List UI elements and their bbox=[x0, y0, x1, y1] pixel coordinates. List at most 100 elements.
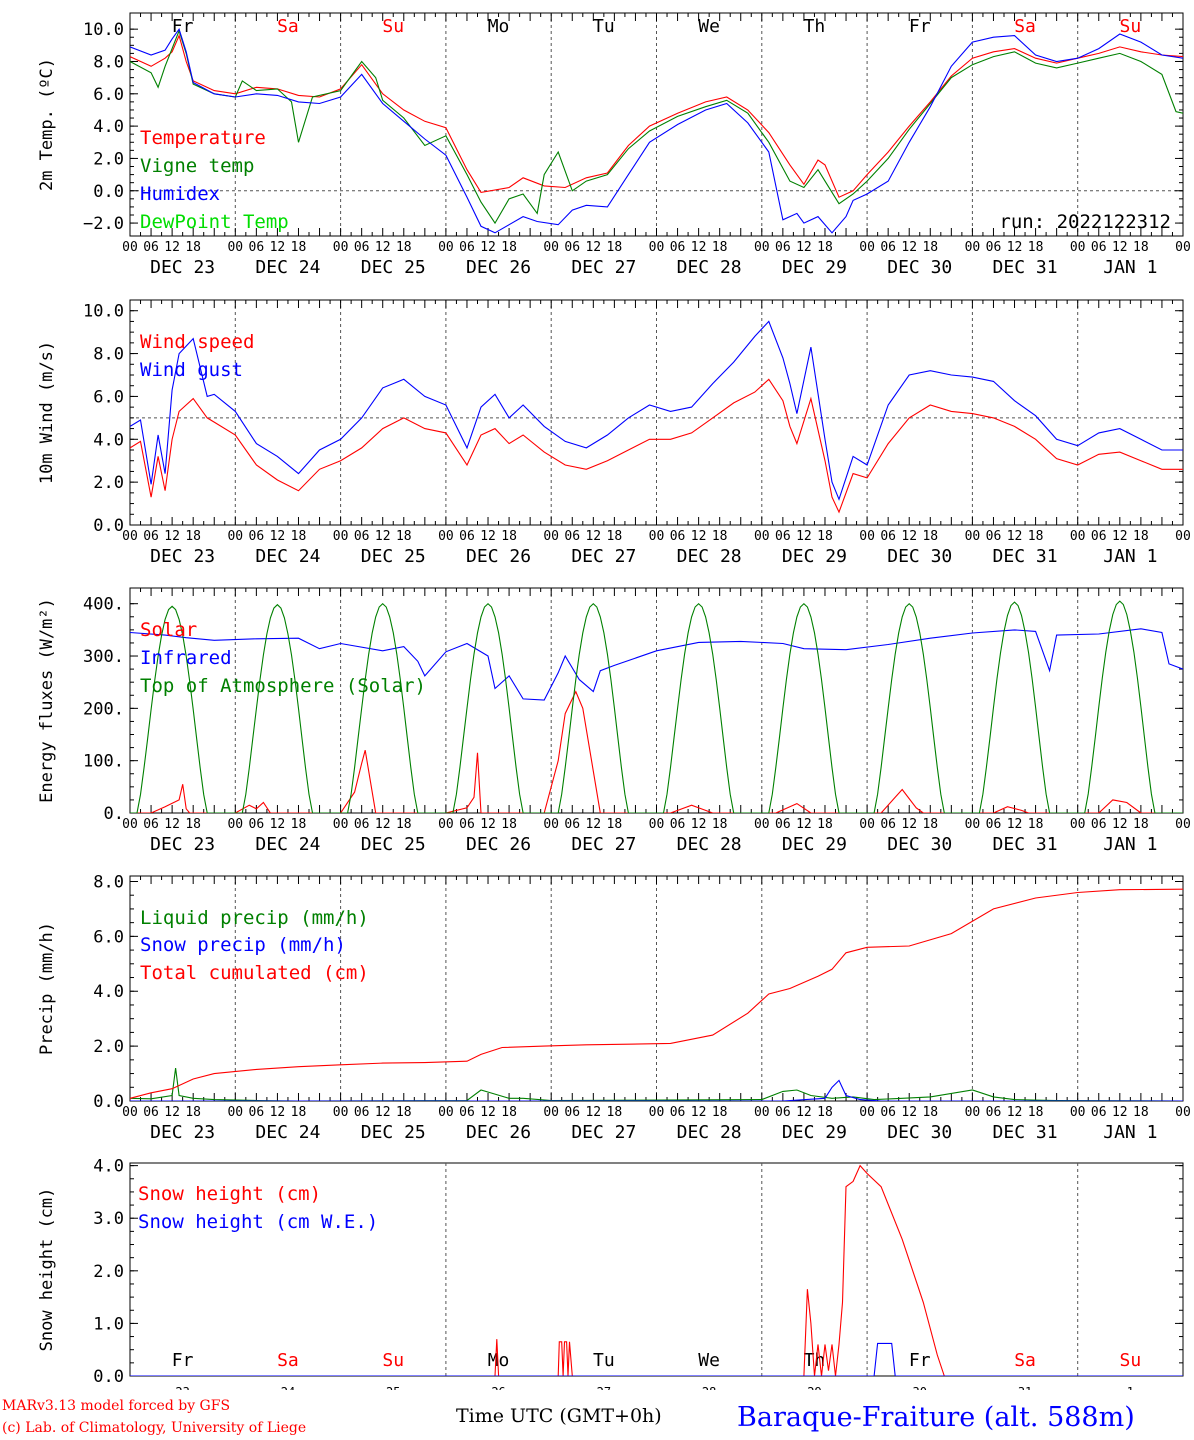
hour-tick-label: 00 bbox=[122, 529, 138, 544]
lab-credit: (c) Lab. of Climatology, University of L… bbox=[2, 1420, 307, 1436]
bottom-day-label: 1 bbox=[1127, 1385, 1134, 1390]
series-group bbox=[130, 1164, 1183, 1376]
hour-tick-label: 06 bbox=[354, 529, 370, 544]
legend-entry: Wind gust bbox=[140, 359, 243, 381]
hour-tick-label: 06 bbox=[880, 817, 896, 832]
date-label: DEC 26 bbox=[466, 546, 531, 567]
date-label: DEC 23 bbox=[150, 257, 215, 278]
hour-tick-label: 00 bbox=[333, 1105, 349, 1120]
hour-tick-label: 06 bbox=[143, 240, 159, 255]
series-group bbox=[130, 27, 1183, 234]
series-line-wind-gust bbox=[130, 320, 1183, 501]
bottom-day-label: 29 bbox=[807, 1385, 821, 1390]
legend-entry: Snow height (cm W.E.) bbox=[138, 1211, 378, 1233]
hour-tick-label: 00 bbox=[1070, 240, 1086, 255]
hour-tick-label: 00 bbox=[227, 1105, 243, 1120]
y-tick-label: 2.0 bbox=[93, 473, 124, 493]
hour-tick-label: 18 bbox=[922, 529, 938, 544]
y-tick-label: 100. bbox=[83, 752, 124, 772]
y-tick-label: 300. bbox=[83, 647, 124, 667]
series-group bbox=[130, 600, 1183, 813]
date-label: DEC 27 bbox=[571, 834, 636, 855]
series-line-humidex bbox=[130, 27, 1183, 234]
hour-tick-label: 18 bbox=[712, 817, 728, 832]
hour-tick-label: 18 bbox=[712, 529, 728, 544]
hour-tick-label: 06 bbox=[564, 240, 580, 255]
hour-tick-label: 12 bbox=[585, 529, 601, 544]
hour-tick-label: 00 bbox=[227, 529, 243, 544]
hour-tick-label: 18 bbox=[291, 529, 307, 544]
series-line-wind-speed bbox=[130, 378, 1183, 514]
y-tick-label: 0. bbox=[104, 804, 124, 824]
hour-tick-label: 12 bbox=[901, 240, 917, 255]
day-name-label: Fr bbox=[172, 1350, 194, 1371]
day-name-label: Sa bbox=[277, 1350, 299, 1371]
hour-tick-label: 00 bbox=[227, 240, 243, 255]
hour-tick-label: 12 bbox=[691, 817, 707, 832]
hour-tick-label: 00 bbox=[965, 240, 981, 255]
date-label: DEC 30 bbox=[887, 257, 952, 278]
series-line-top-of-atmosphere-solar- bbox=[130, 600, 1183, 813]
plot-frame bbox=[129, 299, 1184, 526]
hour-tick-label: 00 bbox=[754, 240, 770, 255]
hour-tick-label: 12 bbox=[901, 817, 917, 832]
hour-tick-label: 00 bbox=[1070, 1105, 1086, 1120]
date-label: DEC 25 bbox=[361, 546, 426, 567]
hour-tick-label: 12 bbox=[270, 529, 286, 544]
hour-tick-label: 00 bbox=[227, 817, 243, 832]
hour-tick-label: 06 bbox=[880, 529, 896, 544]
date-label: DEC 30 bbox=[887, 1122, 952, 1143]
legend-entry: Snow precip (mm/h) bbox=[140, 934, 346, 956]
hour-tick-label: 12 bbox=[164, 529, 180, 544]
hour-tick-label: 06 bbox=[880, 240, 896, 255]
legend-entry: DewPoint Temp bbox=[140, 211, 289, 233]
plot-frame bbox=[129, 12, 1184, 237]
legend-entry: Total cumulated (cm) bbox=[140, 962, 369, 984]
hour-tick-label: 12 bbox=[1112, 817, 1128, 832]
day-name-label: Sa bbox=[1014, 16, 1036, 37]
panel-energy: 400. 300. 200. 100. 0. Energy fluxes (W/m²) 00… bbox=[37, 587, 1191, 855]
y-tick-label: 2.0 bbox=[93, 149, 124, 169]
hour-tick-label: 18 bbox=[712, 240, 728, 255]
series-line-snow-height-cm-w-e- bbox=[130, 1342, 1183, 1376]
y-tick-label: 6.0 bbox=[93, 85, 124, 105]
legend-entry: Temperature bbox=[140, 127, 266, 149]
hour-tick-label: 06 bbox=[670, 240, 686, 255]
hour-tick-label: 18 bbox=[1028, 529, 1044, 544]
day-name-label: Tu bbox=[593, 1350, 615, 1371]
hour-tick-label: 00 bbox=[438, 529, 454, 544]
date-label: DEC 29 bbox=[782, 834, 847, 855]
hour-tick-label: 06 bbox=[670, 1105, 686, 1120]
day-name-label: Su bbox=[1120, 16, 1142, 37]
y-axis-label: 2m Temp. (ºC) bbox=[37, 58, 57, 191]
hour-tick-label: 18 bbox=[922, 817, 938, 832]
hour-tick-label: 06 bbox=[564, 1105, 580, 1120]
hour-tick-label: 18 bbox=[922, 1105, 938, 1120]
date-label: DEC 29 bbox=[782, 546, 847, 567]
hour-tick-label: 12 bbox=[585, 1105, 601, 1120]
hour-tick-label: 12 bbox=[375, 817, 391, 832]
hour-tick-label: 18 bbox=[1133, 240, 1149, 255]
legend-entry: Vigne temp bbox=[140, 155, 254, 177]
hour-tick-label: 12 bbox=[1112, 1105, 1128, 1120]
hour-tick-label: 00 bbox=[333, 240, 349, 255]
hour-tick-label: 18 bbox=[1028, 817, 1044, 832]
hour-tick-label: 18 bbox=[1133, 1105, 1149, 1120]
hour-tick-label: 00 bbox=[859, 529, 875, 544]
hour-tick-label: 12 bbox=[1112, 529, 1128, 544]
hour-tick-label: 18 bbox=[817, 240, 833, 255]
hour-tick-label: 18 bbox=[185, 1105, 201, 1120]
date-label: DEC 31 bbox=[993, 834, 1058, 855]
series-group bbox=[130, 888, 1183, 1101]
y-tick-label: 0.0 bbox=[93, 1092, 124, 1112]
y-tick-label: 0.0 bbox=[93, 182, 124, 202]
y-tick-label: 4.0 bbox=[93, 1157, 124, 1177]
hour-tick-label: 12 bbox=[1007, 240, 1023, 255]
bottom-day-label: 24 bbox=[281, 1385, 295, 1390]
hour-tick-label: 12 bbox=[480, 1105, 496, 1120]
date-label: DEC 25 bbox=[361, 834, 426, 855]
hour-tick-label: 06 bbox=[775, 529, 791, 544]
hour-tick-label: 12 bbox=[375, 1105, 391, 1120]
y-tick-label: 200. bbox=[83, 699, 124, 719]
hour-tick-label: 06 bbox=[354, 1105, 370, 1120]
